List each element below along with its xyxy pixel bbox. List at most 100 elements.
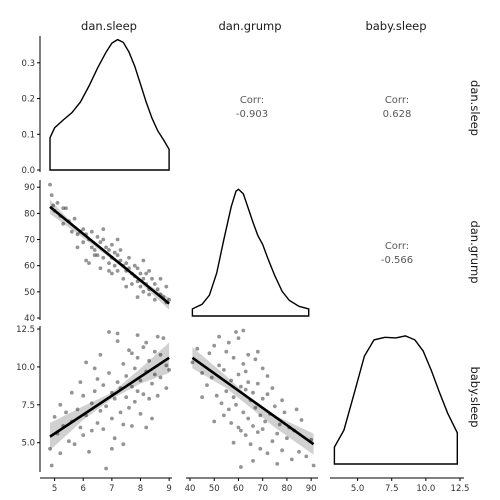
scatter-grump-vs-sleep-point: [55, 201, 60, 205]
scatter-baby-vs-grump-point: [243, 387, 248, 392]
scatter-baby-vs-sleep-point: [69, 390, 74, 395]
scatter-grump-vs-sleep-point: [141, 258, 146, 263]
scatter-baby-vs-sleep-point: [110, 416, 114, 421]
scatter-baby-vs-grump-point: [239, 428, 243, 433]
x-axis-dan-grump-tick-label: 50: [209, 484, 220, 494]
scatter-baby-vs-sleep-point: [141, 392, 146, 397]
scatter-baby-vs-grump-point: [255, 349, 260, 354]
scatter-grump-vs-sleep-point: [115, 269, 120, 273]
corr-value-grump-baby: -0.566: [381, 255, 413, 266]
scatter-baby-vs-sleep-point: [72, 442, 77, 447]
scatter-grump-vs-sleep-confidence-band: [50, 199, 170, 310]
scatter-baby-vs-grump-point: [304, 454, 309, 459]
scatter-grump-vs-sleep-point: [98, 240, 103, 245]
scatter-baby-vs-sleep-fit-line: [49, 356, 170, 438]
scatter-baby-vs-grump-point: [226, 407, 231, 412]
scatter-baby-vs-grump-point: [265, 392, 270, 397]
scatter-baby-vs-sleep-point: [101, 383, 106, 387]
scatter-baby-vs-grump-point: [241, 410, 246, 415]
scatter-grump-vs-sleep-point: [155, 287, 160, 292]
scatter-grump-vs-sleep-point: [118, 258, 123, 263]
scatter-baby-vs-sleep-point: [144, 340, 149, 345]
scatter-baby-vs-sleep-point: [147, 358, 152, 363]
scatter-baby-vs-grump-point: [209, 375, 214, 380]
scatter-grump-vs-sleep-point: [141, 289, 146, 294]
scatter-baby-vs-grump-point: [241, 328, 246, 333]
scatter-baby-vs-grump-point: [236, 336, 241, 340]
scatter-grump-vs-sleep-point: [61, 221, 66, 226]
scatter-grump-vs-sleep-point: [132, 263, 137, 268]
scatter-baby-vs-grump-point: [243, 433, 248, 437]
scatter-baby-vs-sleep-point: [138, 378, 143, 383]
scatter-grump-vs-sleep-fit-line: [49, 205, 170, 305]
y-axis-dan-grump-tick-label: 40: [24, 314, 35, 324]
col-strip-dan-sleep: dan.sleep: [81, 19, 137, 33]
scatter-grump-vs-sleep-point: [115, 237, 120, 242]
scatter-baby-vs-sleep-point: [130, 351, 134, 356]
scatter-grump-vs-sleep-point: [95, 235, 100, 239]
col-strip-dan-grump: dan.grump: [218, 19, 281, 33]
scatter-baby-vs-sleep-point: [167, 368, 172, 372]
scatter-grump-vs-sleep-point: [127, 255, 131, 260]
scatter-grump-vs-sleep-point: [92, 253, 97, 258]
row-strip-baby-sleep: baby.sleep: [468, 366, 482, 427]
scatter-grump-vs-sleep-point: [75, 245, 80, 250]
x-axis-baby-sleep-tick-label: 5.0: [351, 484, 365, 494]
x-axis-dan-grump-tick-label: 80: [282, 484, 293, 494]
scatter-baby-vs-sleep-point: [78, 380, 83, 384]
scatter-baby-vs-sleep-point: [107, 371, 111, 375]
y-axis-density-tick-label: 0.0: [21, 166, 35, 176]
scatter-grump-vs-sleep-point: [87, 261, 91, 265]
scatter-grump-vs-sleep-point: [152, 297, 157, 302]
scatter-baby-vs-sleep-point: [124, 395, 129, 400]
scatter-baby-vs-grump-point: [224, 389, 229, 394]
corr-label-sleep-grump: Corr:: [240, 95, 264, 106]
y-axis-dan-grump-tick-label: 80: [24, 209, 35, 219]
scatter-baby-vs-sleep-point: [138, 412, 143, 416]
scatter-baby-vs-sleep-point: [92, 389, 97, 394]
scatter-baby-vs-grump-point: [231, 355, 236, 360]
corr-label-sleep-baby: Corr:: [385, 95, 409, 106]
scatter-grump-vs-sleep-point: [138, 271, 143, 276]
scatter-baby-vs-grump-point: [255, 381, 260, 386]
y-axis-baby-sleep-tick-label: 10.0: [16, 363, 35, 373]
scatter-baby-vs-sleep-point: [95, 377, 100, 381]
scatter-baby-vs-grump-point: [246, 380, 251, 384]
scatter-baby-vs-sleep-point: [115, 339, 120, 343]
y-axis-density-tick-label: 0.1: [21, 130, 35, 140]
scatter-baby-vs-grump-point: [311, 463, 316, 468]
y-axis-density-tick-label: 0.3: [21, 59, 35, 69]
scatter-baby-vs-grump-point: [229, 421, 234, 425]
corr-value-sleep-grump: -0.903: [236, 109, 268, 120]
scatter-grump-vs-sleep-point: [147, 292, 152, 297]
y-axis-baby-sleep-tick-label: 12.5: [16, 325, 35, 335]
scatter-baby-vs-sleep-point: [104, 466, 108, 471]
scatter-baby-vs-grump-point: [234, 330, 238, 334]
scatter-baby-vs-sleep-point: [130, 424, 134, 428]
x-axis-dan-sleep-tick-label: 6: [81, 484, 86, 494]
scatter-baby-vs-grump-point: [248, 442, 253, 447]
correlation-panels: Corr: -0.903 Corr: 0.628 Corr: -0.566: [236, 95, 413, 266]
scatter-grump-vs-sleep-point: [167, 297, 172, 302]
scatter-baby-vs-grump-point: [217, 363, 222, 368]
x-axis-dan-grump-tick-label: 70: [257, 484, 268, 494]
scatter-baby-vs-grump-point: [294, 407, 299, 412]
scatter-baby-vs-sleep-point: [150, 416, 154, 421]
scatter-baby-vs-grump-point: [219, 401, 224, 406]
scatter-baby-vs-grump-point: [285, 436, 289, 441]
scatter-baby-vs-sleep-point: [158, 375, 163, 380]
scatter-baby-vs-grump-point: [243, 369, 248, 374]
scatter-grump-vs-sleep-point: [95, 253, 100, 258]
scatter-baby-vs-grump-point: [260, 366, 265, 371]
scatter-baby-vs-grump-point: [222, 413, 226, 418]
scatter-baby-vs-grump-point: [251, 459, 255, 463]
scatter-grump-vs-sleep-point: [147, 269, 152, 273]
x-axis-dan-sleep-tick-label: 7: [109, 484, 114, 494]
scatter-grump-vs-sleep-point: [48, 182, 52, 187]
scatter-baby-vs-sleep-point: [158, 352, 163, 357]
scatter-grump-vs-sleep-point: [81, 227, 86, 232]
scatter-baby-vs-grump-point: [253, 357, 258, 362]
scatter-baby-vs-sleep-point: [112, 436, 117, 441]
scatter-grump-vs-sleep-point: [89, 245, 94, 250]
scatter-grump-vs-sleep-point: [118, 248, 123, 252]
